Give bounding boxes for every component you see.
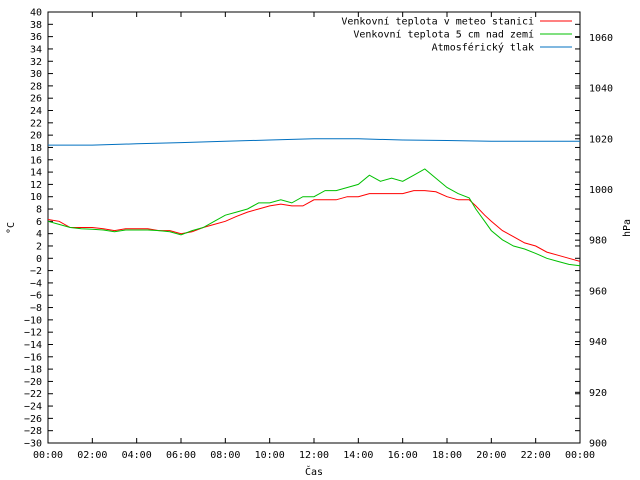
left-tick-label: 30 (30, 69, 42, 80)
left-tick-label: 34 (30, 44, 42, 55)
left-tick-label: 0 (36, 254, 42, 265)
right-axis-label: hPa (622, 219, 633, 237)
left-tick-label: 24 (30, 106, 42, 117)
left-axis: 4038363432302826242220181614121086420−2−… (24, 8, 580, 450)
right-tick-label: 980 (589, 236, 607, 247)
x-tick-label: 18:00 (432, 450, 462, 461)
left-tick-label: −14 (24, 340, 42, 351)
left-tick-label: 38 (30, 20, 42, 31)
series-line-1 (47, 190, 581, 262)
right-tick-label: 920 (589, 388, 607, 399)
left-tick-label: 40 (30, 8, 42, 19)
legend-label: Atmosférický tlak (432, 42, 534, 54)
left-tick-label: −20 (24, 377, 42, 388)
left-tick-label: 20 (30, 131, 42, 142)
series-line-3 (48, 138, 580, 146)
legend: Venkovní teplota v meteo staniciVenkovní… (341, 16, 572, 54)
x-tick-label: 22:00 (521, 450, 551, 461)
left-tick-label: −2 (30, 266, 42, 277)
x-tick-label: 06:00 (166, 450, 196, 461)
legend-label: Venkovní teplota 5 cm nad zemí (353, 29, 534, 41)
left-tick-label: 32 (30, 57, 42, 68)
right-axis: 1060 1040 1020 1000 980 960 940 920 900 (575, 33, 613, 450)
left-tick-label: 12 (30, 180, 42, 191)
right-tick-label: 1000 (589, 185, 613, 196)
left-tick-label: 36 (30, 32, 42, 43)
x-tick-label: 12:00 (299, 450, 329, 461)
left-tick-label: 26 (30, 94, 42, 105)
left-tick-label: −6 (30, 291, 42, 302)
x-tick-label: 20:00 (476, 450, 506, 461)
x-tick-label: 08:00 (210, 450, 240, 461)
right-tick-label: 960 (589, 286, 607, 297)
x-axis-label: Čas (305, 465, 323, 478)
left-tick-label: 14 (30, 168, 42, 179)
x-tick-label: 16:00 (388, 450, 418, 461)
left-tick-label: −18 (24, 365, 42, 376)
left-tick-label: 18 (30, 143, 42, 154)
right-tick-label: 940 (589, 337, 607, 348)
left-tick-label: −24 (24, 402, 42, 413)
left-tick-label: 2 (36, 241, 42, 252)
left-tick-label: −12 (24, 328, 42, 339)
x-tick-label: 14:00 (343, 450, 373, 461)
left-axis-label: °C (6, 222, 17, 234)
left-tick-label: 8 (36, 205, 42, 216)
series-lines (47, 138, 581, 267)
x-tick-label: 00:00 (33, 450, 63, 461)
left-tick-label: 28 (30, 81, 42, 92)
left-tick-label: 6 (36, 217, 42, 228)
right-tick-label: 1040 (589, 84, 613, 95)
left-tick-label: 4 (36, 229, 42, 240)
left-tick-label: −4 (30, 278, 42, 289)
x-tick-label: 00:00 (565, 450, 595, 461)
x-axis: 00:00 02:00 04:00 06:00 08:00 10:00 12:00 14:00… (33, 12, 595, 461)
right-tick-label: 900 (589, 439, 607, 450)
left-tick-label: −26 (24, 414, 42, 425)
plot-area-frame (47, 11, 581, 444)
x-tick-label: 10:00 (255, 450, 285, 461)
left-tick-label: −28 (24, 426, 42, 437)
left-tick-label: 22 (30, 118, 42, 129)
x-tick-label: 04:00 (122, 450, 152, 461)
right-tick-label: 1060 (589, 33, 613, 44)
legend-label: Venkovní teplota v meteo stanici (341, 16, 534, 28)
left-tick-label: 10 (30, 192, 42, 203)
left-tick-label: −8 (30, 303, 42, 314)
series-line-2 (47, 168, 581, 267)
left-tick-label: −10 (24, 315, 42, 326)
x-tick-label: 02:00 (77, 450, 107, 461)
left-tick-label: −16 (24, 352, 42, 363)
left-tick-label: 16 (30, 155, 42, 166)
left-tick-label: −22 (24, 389, 42, 400)
right-tick-label: 1020 (589, 134, 613, 145)
left-tick-label: −30 (24, 439, 42, 450)
